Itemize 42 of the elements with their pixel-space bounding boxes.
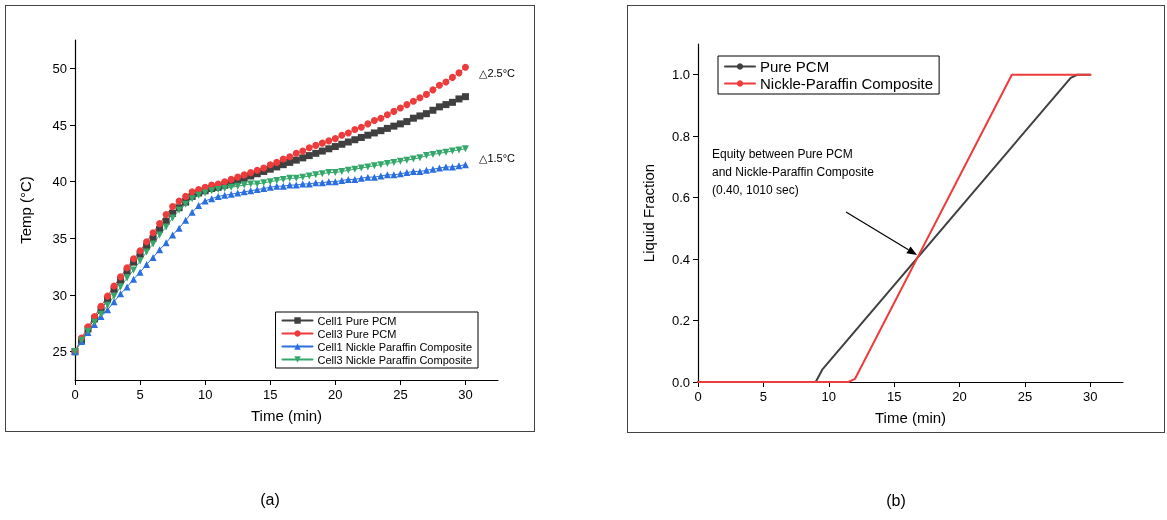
text: (b) [886, 491, 906, 509]
x-tick-label: 15 [263, 387, 278, 402]
annotation: △2.5°C [478, 67, 516, 79]
x-tick-label: 10 [197, 387, 213, 402]
y-axis-title: Temp (°C) [17, 176, 34, 244]
legend-label: Cell1 Pure PCM [317, 314, 397, 327]
x-tick-label: 25 [1017, 389, 1033, 404]
y-tick-label: 0.4 [671, 251, 690, 267]
legend-label: Cell3 Nickle Paraffin Composite [317, 353, 473, 366]
y-tick-label: 0.0 [671, 374, 690, 390]
x-axis-title: Time (min) [250, 407, 323, 424]
y-tick-label: 35 [52, 230, 67, 246]
y-tick-label: 25 [52, 344, 67, 360]
x-tick-label: 20 [952, 389, 967, 404]
y-tick-label: 0.8 [671, 128, 690, 144]
x-tick-label: 5 [136, 387, 144, 402]
y-axis-title: Liquid Fraction [640, 163, 657, 263]
text: (a) [260, 490, 280, 508]
x-axis-title: Time (min) [874, 409, 947, 426]
x-tick-label: 30 [1083, 389, 1098, 404]
y-tick-label: 1.0 [671, 67, 690, 83]
y-tick-label: 30 [52, 287, 67, 303]
legend-label: Cell3 Pure PCM [317, 327, 397, 340]
y-tick-label: 50 [52, 60, 67, 76]
x-tick-label: 5 [759, 389, 767, 404]
x-tick-label: 10 [821, 389, 836, 404]
annotation: △1.5°C [478, 152, 516, 164]
line-series [697, 73, 1092, 383]
x-tick-label: 0 [694, 389, 702, 404]
x-tick-label: 0 [71, 387, 79, 402]
x-tick-label: 30 [458, 387, 473, 402]
y-tick-label: 40 [52, 174, 67, 190]
y-tick-label: 45 [52, 117, 67, 133]
legend-label: Pure PCM [760, 58, 830, 75]
y-tick-label: 0.6 [671, 190, 690, 206]
legend-label: Cell1 Nickle Paraffin Composite [317, 340, 473, 353]
x-tick-label: 20 [328, 387, 343, 402]
y-tick-label: 0.2 [671, 313, 690, 329]
x-tick-label: 15 [886, 389, 902, 404]
legend-label: Nickle-Paraffin Composite [760, 75, 934, 92]
annotation: Equity between Pure PCM and Nickle-Paraffin Composite (0.40, 1010 sec) [712, 147, 875, 197]
x-tick-label: 25 [393, 387, 408, 402]
